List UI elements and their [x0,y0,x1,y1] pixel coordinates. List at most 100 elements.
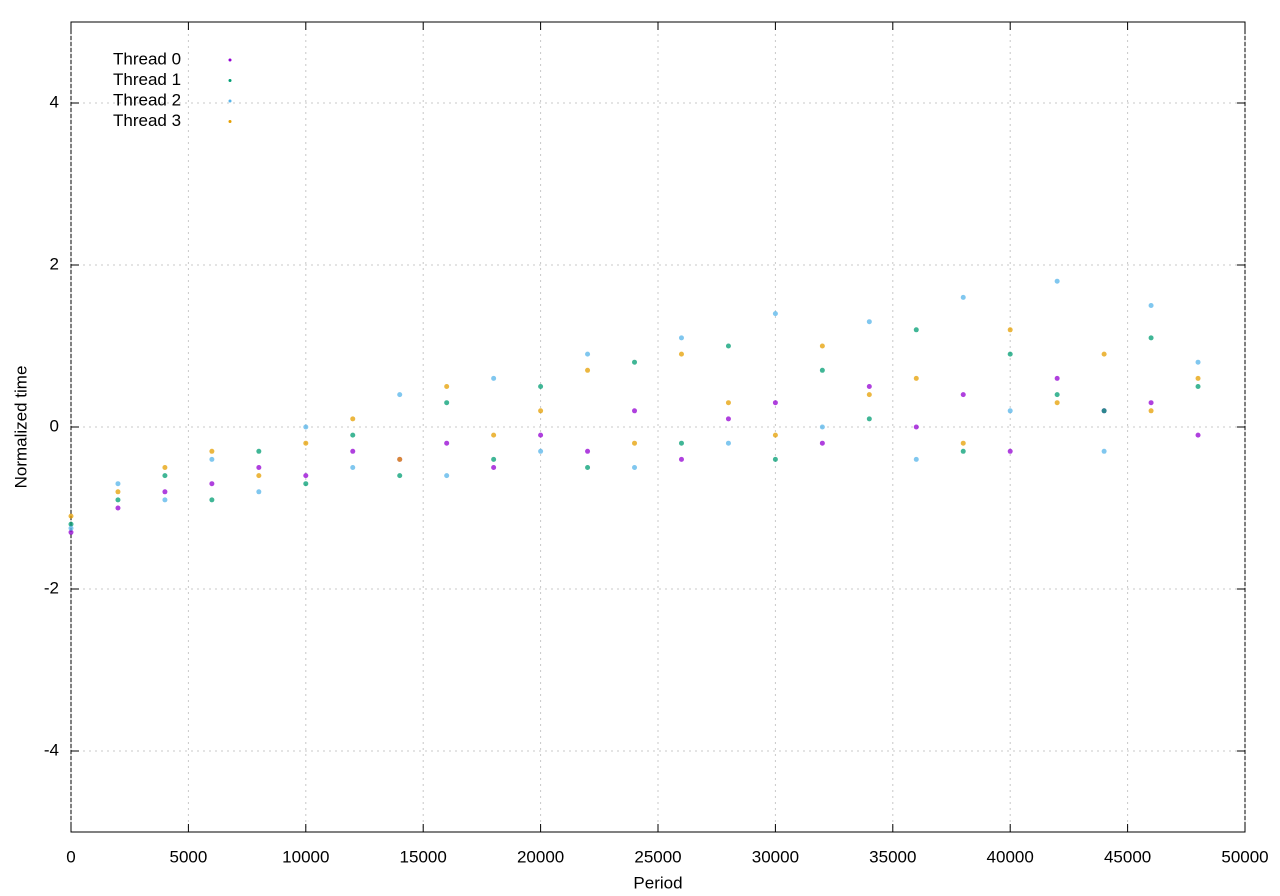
legend-label: Thread 2 [113,90,181,109]
data-point [772,311,778,317]
data-point [256,465,262,470]
x-tick-label: 30000 [752,847,799,866]
data-point [68,525,74,531]
data-point [960,448,966,454]
data-point [397,456,403,462]
data-point [1148,335,1154,341]
y-tick-label: 4 [50,92,59,111]
data-point [819,343,825,349]
x-tick-label: 35000 [869,847,916,866]
legend-marker [228,58,232,62]
y-axis-label: Normalized time [11,366,30,489]
data-point [772,432,778,438]
data-point [913,327,919,333]
data-point [585,351,591,357]
data-point [913,456,919,462]
data-point [1054,375,1060,381]
data-point [1148,303,1154,308]
data-point [772,456,778,462]
data-point [303,424,309,430]
y-tick-label: 0 [50,416,59,435]
data-point [1054,278,1060,284]
data-point [1101,351,1107,357]
data-point [678,335,684,341]
data-point [585,367,591,373]
data-point [68,521,74,527]
data-point [585,465,591,470]
data-point [632,359,638,365]
data-point [491,456,497,462]
data-point [866,416,872,422]
data-point [725,416,731,422]
y-tick-label: 2 [50,254,59,273]
x-tick-label: 45000 [1104,847,1151,866]
data-point [209,456,215,462]
legend-marker [228,120,232,123]
data-point [491,465,497,470]
data-point [1101,448,1107,454]
data-point [866,384,872,389]
data-point [256,448,262,454]
data-point [725,440,731,446]
legend-label: Thread 0 [113,49,181,68]
data-point [913,424,919,430]
data-point [585,448,591,454]
data-point [115,489,121,495]
data-point [1007,327,1013,333]
data-point [491,375,497,381]
data-point [1054,400,1060,406]
data-point [960,440,966,446]
data-point [1101,408,1107,414]
y-tick-label: -2 [44,578,59,597]
data-point [1148,400,1154,406]
data-point [819,367,825,373]
data-point [866,319,872,325]
data-point [1195,359,1201,365]
data-point [303,440,309,446]
data-point [68,529,74,535]
data-point [350,416,356,422]
data-point [678,456,684,462]
data-point [1007,408,1013,414]
data-point [1195,375,1201,381]
data-point [1148,408,1154,414]
data-point [491,432,497,438]
data-point [209,497,215,503]
data-point [303,481,309,487]
data-point [115,505,121,511]
data-point [162,473,168,479]
data-point [538,432,544,438]
data-point [162,489,168,495]
data-point [866,392,872,398]
data-point [538,384,544,389]
data-point [162,497,168,503]
data-point [1007,351,1013,357]
x-tick-label: 15000 [400,847,447,866]
data-point [960,392,966,398]
data-point [209,448,215,454]
data-point [68,513,74,519]
data-point [350,432,356,438]
data-point [1195,384,1201,389]
legend-marker [228,79,232,82]
x-tick-label: 50000 [1221,847,1268,866]
data-point [632,408,638,414]
data-point [115,497,121,503]
legend-marker [228,99,232,103]
data-point [444,473,450,479]
data-point [678,440,684,446]
y-tick-label: -4 [44,740,59,759]
legend-label: Thread 3 [113,111,181,130]
x-axis-label: Period [633,873,682,892]
data-point [632,465,638,470]
data-point [162,465,168,470]
data-point [444,400,450,406]
data-point [725,343,731,349]
data-point [678,351,684,357]
data-point [256,489,262,495]
data-point [115,481,121,487]
data-point [632,440,638,446]
data-point [444,440,450,446]
data-point [444,384,450,389]
data-point [538,408,544,414]
